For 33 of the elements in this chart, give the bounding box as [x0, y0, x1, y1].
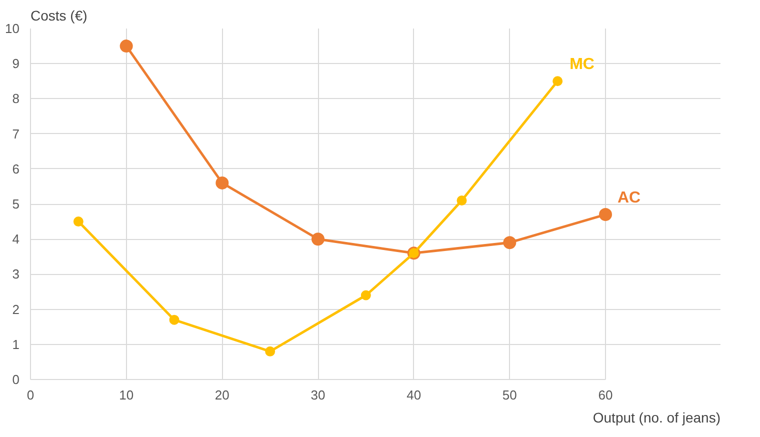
x-tick-label: 10	[119, 388, 134, 402]
point	[120, 40, 133, 53]
y-tick-label: 5	[12, 196, 20, 212]
point	[265, 346, 276, 356]
x-tick-label: 50	[502, 388, 517, 402]
y-tick-label: 4	[12, 232, 20, 247]
x-axis-title: Output (no. of jeans)	[592, 410, 721, 426]
y-tick-label: 3	[12, 266, 20, 282]
x-tick-label: 60	[598, 388, 613, 402]
y-tick-label: 10	[5, 21, 20, 36]
x-tick-label: 0	[26, 388, 34, 402]
point	[503, 236, 516, 250]
point	[73, 216, 84, 227]
point	[360, 290, 371, 300]
point	[216, 176, 229, 190]
point	[312, 232, 324, 246]
y-tick-label: 1	[12, 336, 20, 352]
y-tick-label: 6	[12, 161, 20, 176]
x-tick-label: 20	[214, 388, 230, 402]
point	[456, 196, 467, 206]
y-tick-label: 2	[12, 302, 20, 317]
point	[552, 76, 563, 86]
y-tick-label: 0	[12, 372, 20, 387]
y-tick-label: 9	[12, 56, 20, 72]
y-axis-title: Costs (€)	[30, 8, 88, 24]
x-tick-label: 30	[310, 388, 326, 402]
y-tick-label: 8	[12, 91, 20, 106]
series-label: AC	[618, 190, 642, 207]
y-tick-label: 7	[12, 126, 20, 142]
point	[169, 314, 180, 325]
point	[599, 208, 612, 222]
series-label: MC	[570, 56, 595, 74]
x-tick-label: 40	[406, 388, 422, 402]
